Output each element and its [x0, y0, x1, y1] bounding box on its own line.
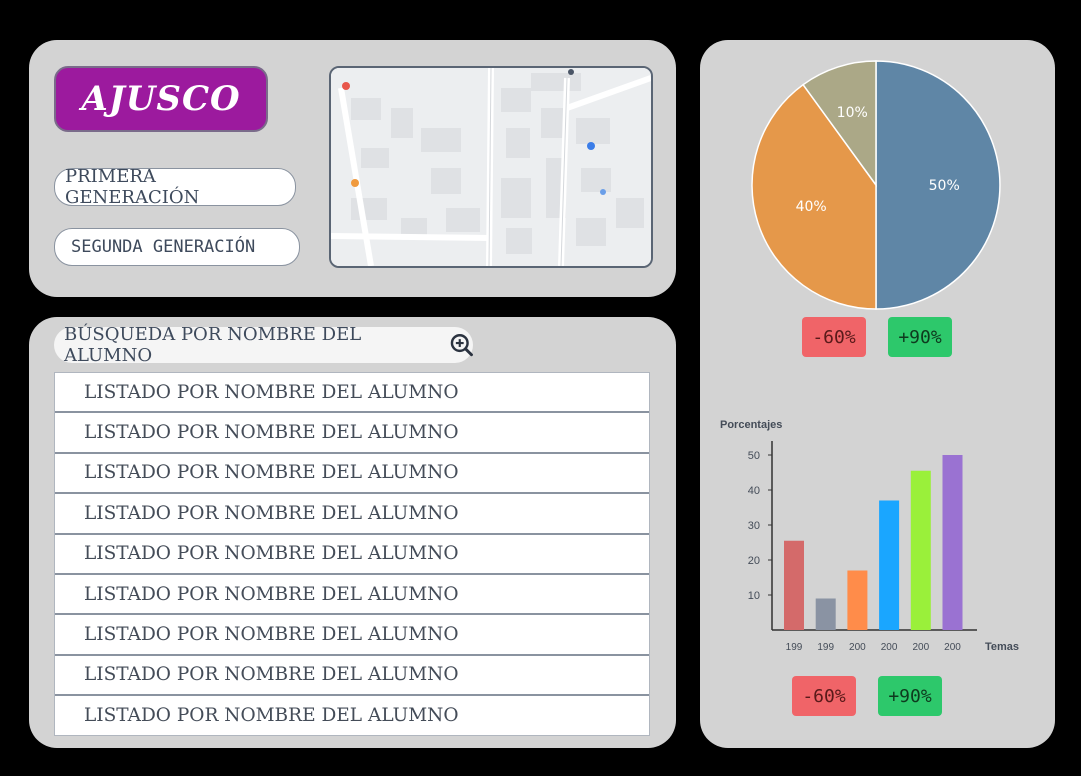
bar: [784, 540, 804, 630]
bar: [879, 500, 900, 630]
pie-negative-badge: -60%: [802, 317, 866, 357]
pie-positive-badge: +90%: [888, 317, 952, 357]
x-tick-label: 199: [786, 642, 803, 653]
student-list-item[interactable]: LISTADO POR NOMBRE DEL ALUMNO: [55, 535, 649, 575]
pie-slice-label: 40%: [796, 199, 827, 215]
bar: [910, 470, 931, 630]
pie-slice: [875, 60, 1001, 310]
pie-slice: [751, 83, 877, 310]
student-list-item[interactable]: LISTADO POR NOMBRE DEL ALUMNO: [55, 373, 649, 414]
y-tick-label: 50: [748, 450, 760, 462]
x-tick-label: 200: [849, 642, 866, 653]
y-tick-label: 30: [748, 520, 760, 532]
student-list-item[interactable]: LISTADO POR NOMBRE DEL ALUMNO: [55, 615, 649, 656]
first-generation-button[interactable]: PRIMERA GENERACIÓN: [54, 166, 296, 208]
x-axis-label: Temas: [985, 641, 1019, 653]
student-list-item[interactable]: LISTADO POR NOMBRE DEL ALUMNO: [55, 656, 649, 697]
y-tick-label: 10: [748, 590, 760, 602]
y-tick-label: 20: [748, 555, 760, 567]
zoom-in-icon[interactable]: [450, 333, 473, 357]
student-list-item[interactable]: LISTADO POR NOMBRE DEL ALUMNO: [55, 494, 649, 535]
header-panel: AJUSCO PRIMERA GENERACIÓN SEGUNDA GENERA…: [29, 40, 676, 297]
student-list: LISTADO POR NOMBRE DEL ALUMNO LISTADO POR…: [54, 372, 650, 736]
student-list-panel: BÚSQUEDA POR NOMBRE DEL ALUMNO LISTADO P…: [29, 317, 676, 748]
student-search[interactable]: BÚSQUEDA POR NOMBRE DEL ALUMNO: [54, 324, 473, 366]
pie-slice-label: 10%: [837, 105, 868, 121]
x-tick-label: 199: [817, 642, 834, 653]
pie-slice-label: 50%: [929, 178, 960, 194]
y-axis-label: Porcentajes: [720, 419, 782, 431]
second-generation-button[interactable]: SEGUNDA GENERACIÓN: [54, 228, 300, 266]
search-label: BÚSQUEDA POR NOMBRE DEL ALUMNO: [64, 324, 362, 366]
location-map[interactable]: [329, 66, 653, 268]
x-tick-label: 200: [912, 642, 929, 653]
bar: [815, 598, 836, 630]
bar-chart: Porcentajes 10 20 30 40 50 199 199 200 200 200 200 T…: [720, 419, 1019, 653]
bar: [847, 570, 868, 630]
statistics-panel: 50% 40% 10% -60% +90% Porcentajes 10 20 30 40 5…: [700, 40, 1055, 748]
pie-slice: [802, 60, 877, 188]
student-list-item[interactable]: LISTADO POR NOMBRE DEL ALUMNO: [55, 696, 649, 735]
student-list-item[interactable]: LISTADO POR NOMBRE DEL ALUMNO: [55, 575, 649, 616]
bar: [942, 455, 963, 630]
map-image: [331, 68, 651, 266]
x-tick-label: 200: [881, 642, 898, 653]
student-list-item[interactable]: LISTADO POR NOMBRE DEL ALUMNO: [55, 413, 649, 454]
student-list-item[interactable]: LISTADO POR NOMBRE DEL ALUMNO: [55, 454, 649, 495]
y-tick-label: 40: [748, 485, 760, 497]
brand-logo[interactable]: AJUSCO: [54, 66, 268, 132]
bar-positive-badge: +90%: [878, 676, 942, 716]
x-tick-label: 200: [944, 642, 961, 653]
bar-negative-badge: -60%: [792, 676, 856, 716]
pie-chart: 50% 40% 10%: [751, 60, 1001, 310]
